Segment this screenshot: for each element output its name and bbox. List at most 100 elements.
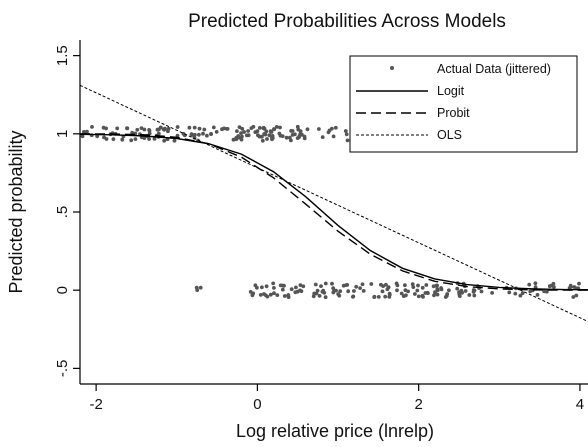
data-point <box>253 283 258 288</box>
data-point <box>331 290 336 295</box>
y-tick-label: 0 <box>54 286 71 294</box>
data-point <box>354 284 359 289</box>
data-point <box>463 289 468 293</box>
data-point <box>315 288 320 293</box>
data-point <box>338 289 343 294</box>
data-point <box>301 284 306 289</box>
data-point <box>305 127 310 132</box>
data-point <box>535 293 540 297</box>
data-point <box>282 283 286 288</box>
data-point <box>313 282 318 287</box>
data-point <box>263 293 268 298</box>
data-point <box>211 125 216 130</box>
data-point <box>147 127 152 132</box>
data-point <box>513 291 518 296</box>
data-point <box>345 138 350 143</box>
data-point <box>205 133 209 138</box>
data-point <box>147 137 152 141</box>
data-point <box>344 132 349 137</box>
data-point <box>265 137 269 141</box>
data-point <box>248 290 253 294</box>
data-point <box>447 288 451 293</box>
data-point <box>467 293 472 297</box>
data-point <box>240 134 244 139</box>
data-point <box>533 281 538 286</box>
x-tick-label: 0 <box>253 396 261 413</box>
data-point <box>135 127 140 132</box>
data-point <box>242 130 247 134</box>
data-point <box>337 293 342 298</box>
data-point <box>260 285 264 290</box>
data-point <box>395 288 399 293</box>
data-point <box>518 293 523 298</box>
data-point <box>346 289 351 294</box>
legend-label: Probit <box>437 106 470 120</box>
data-point <box>435 292 440 297</box>
data-point <box>471 288 476 292</box>
data-point <box>443 295 448 299</box>
data-point <box>399 291 404 296</box>
data-point <box>351 294 355 299</box>
data-point <box>372 295 377 299</box>
data-point <box>175 125 180 129</box>
legend: Actual Data (jittered) Logit Probit OLS <box>349 55 578 153</box>
data-point <box>239 137 244 142</box>
data-point <box>175 133 180 138</box>
data-point <box>280 287 285 292</box>
data-point <box>415 288 420 293</box>
data-point <box>323 281 328 286</box>
data-point <box>416 283 420 288</box>
data-point <box>410 282 415 287</box>
data-point <box>253 130 258 135</box>
data-point <box>345 283 350 287</box>
x-tick-label: -2 <box>89 396 102 413</box>
data-point <box>457 290 461 295</box>
data-point <box>293 290 298 295</box>
data-point <box>272 286 276 290</box>
data-point <box>142 127 147 132</box>
data-point <box>235 129 239 134</box>
data-point <box>384 282 388 287</box>
data-point <box>234 137 239 142</box>
data-point <box>369 282 374 286</box>
data-point <box>552 285 556 289</box>
data-point <box>104 126 108 131</box>
data-point <box>111 137 116 142</box>
data-point <box>547 284 552 289</box>
data-point <box>120 137 125 142</box>
data-point <box>284 135 289 140</box>
data-point <box>571 295 576 299</box>
data-point <box>300 132 304 137</box>
data-point <box>202 127 207 132</box>
data-point <box>104 137 109 141</box>
data-point <box>527 282 532 287</box>
data-point <box>90 125 94 129</box>
data-point <box>380 289 385 294</box>
legend-box <box>349 55 578 153</box>
data-point <box>479 289 484 294</box>
data-point <box>311 294 316 299</box>
chart-title: Predicted Probabilities Across Models <box>188 11 506 32</box>
data-point <box>490 291 494 295</box>
data-point <box>299 289 304 294</box>
data-point <box>270 136 275 141</box>
data-point <box>187 125 192 130</box>
data-point <box>403 283 407 288</box>
data-point <box>249 126 254 130</box>
data-point <box>129 138 134 143</box>
legend-symbol <box>390 66 394 70</box>
data-point <box>383 294 388 299</box>
series-line-probit <box>79 133 588 291</box>
data-point <box>439 287 444 292</box>
y-tick-label: -.5 <box>54 360 71 378</box>
data-point <box>261 125 266 130</box>
data-point <box>343 129 348 133</box>
data-point <box>156 131 161 136</box>
data-point <box>294 285 298 290</box>
y-tick-label: 1.5 <box>54 45 71 66</box>
data-point <box>317 294 322 298</box>
data-point <box>133 137 138 142</box>
data-point <box>319 284 323 288</box>
data-point <box>246 133 251 138</box>
data-point <box>551 281 556 286</box>
